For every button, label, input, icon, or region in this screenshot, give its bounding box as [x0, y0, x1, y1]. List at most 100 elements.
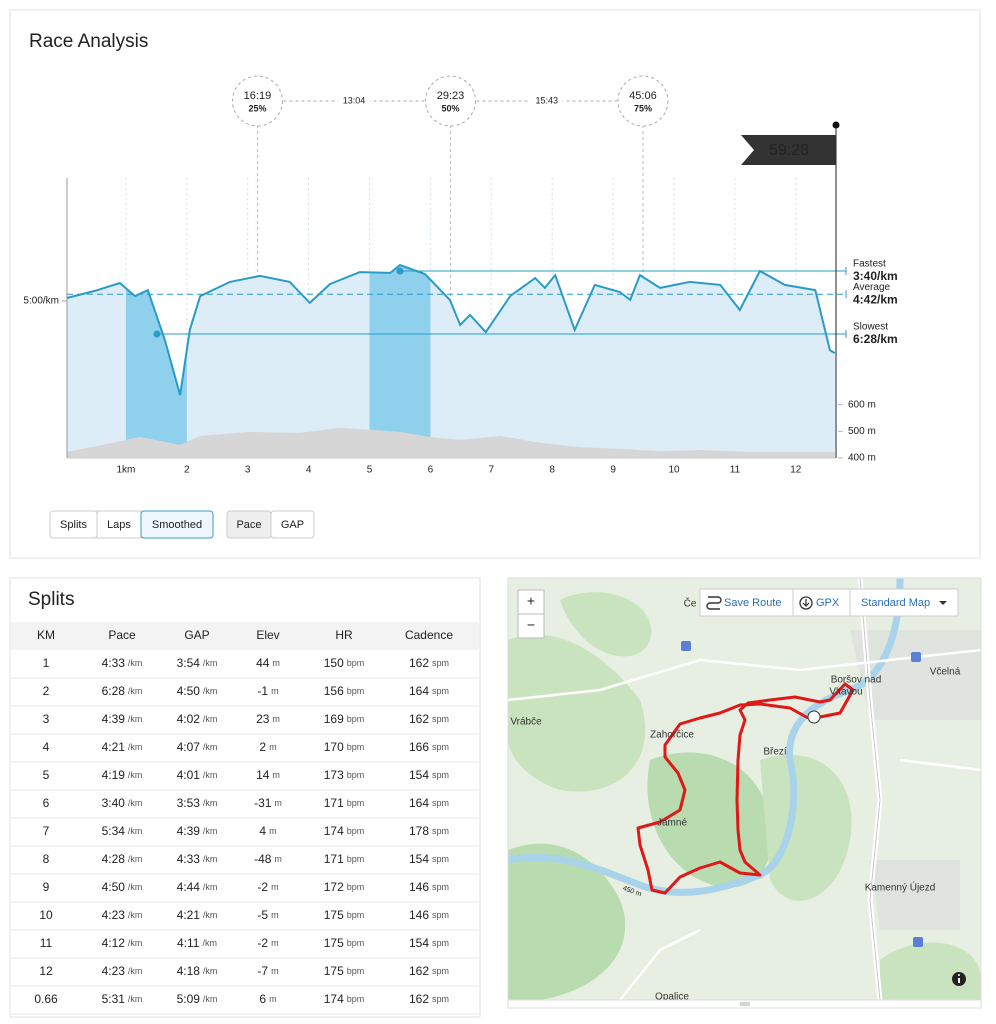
table-cell: 162 spm: [409, 964, 449, 978]
cell-unit: m: [271, 686, 279, 696]
cell-value: 162: [409, 992, 429, 1006]
button-label[interactable]: GAP: [281, 519, 304, 531]
marker-circle: [231, 75, 283, 127]
table-cell: -31 m: [254, 796, 282, 810]
layer-select[interactable]: Standard Map: [861, 597, 947, 609]
place-label: Včelná: [930, 667, 961, 678]
cell-unit: /km: [128, 882, 143, 892]
x-tick-label: 2: [184, 465, 190, 476]
highlight-band: [369, 265, 431, 458]
cell-unit: /km: [203, 658, 218, 668]
gap-button[interactable]: GAP: [270, 510, 315, 539]
cell-value: 171: [324, 796, 344, 810]
cell-value: 4: [43, 740, 50, 754]
cell-unit: bpm: [347, 714, 365, 724]
marker-time: 16:19: [244, 90, 272, 102]
cell-unit: /km: [128, 826, 143, 836]
zoom-in[interactable]: +: [527, 593, 535, 609]
cell-unit: spm: [432, 994, 449, 1004]
cell-unit: /km: [128, 714, 143, 724]
cell-unit: /km: [202, 938, 217, 948]
cell-unit: m: [271, 966, 279, 976]
table-cell: 146 spm: [409, 908, 449, 922]
table-cell: 5: [43, 768, 50, 782]
button-label[interactable]: Pace: [236, 519, 261, 531]
cell-value: 178: [409, 824, 429, 838]
info-button[interactable]: [952, 972, 966, 986]
place-label: Kamenný Újezd: [865, 881, 936, 894]
gpx-button[interactable]: GPX: [799, 596, 840, 610]
table-cell: 7: [43, 824, 50, 838]
cell-value: 5: [43, 768, 50, 782]
x-tick-label: 12: [790, 465, 802, 476]
table-cell: 4:50/km: [102, 880, 143, 894]
button-label[interactable]: Save Route: [724, 597, 781, 609]
cell-unit: spm: [432, 882, 449, 892]
chart: 1km 2 3 4 5 6 7 8 9 10 11 12 5:00/km 400 m 500 m 600 m F…: [23, 75, 898, 476]
place-label: Březí: [763, 747, 787, 758]
cell-unit: /km: [128, 938, 143, 948]
cell-value: 2: [259, 740, 266, 754]
cell-value: 175: [324, 936, 344, 950]
zoom-out[interactable]: −: [527, 617, 535, 633]
x-tick-label: 8: [549, 465, 555, 476]
cell-unit: /km: [203, 966, 218, 976]
cell-value: 4:02: [177, 712, 201, 726]
save-route-button[interactable]: Save Route: [706, 596, 781, 610]
cell-value: 162: [409, 964, 429, 978]
cell-value: 1: [43, 656, 50, 670]
cell-value: -48: [254, 852, 272, 866]
cell-value: -2: [257, 880, 268, 894]
table-cell: 6:28/km: [102, 684, 143, 698]
cell-unit: bpm: [347, 854, 365, 864]
table-cell: 3:54/km: [177, 656, 218, 670]
cell-unit: /km: [203, 994, 218, 1004]
finish-time: 59:28: [769, 142, 809, 159]
table-cell: 11: [40, 936, 53, 950]
place-label: Vrábče: [510, 717, 542, 728]
cell-unit: spm: [432, 714, 449, 724]
table-cell: 171 bpm: [324, 852, 365, 866]
cell-unit: spm: [432, 742, 449, 752]
zoom-in-button[interactable]: +: [517, 589, 545, 615]
cell-value: 44: [256, 656, 270, 670]
table-cell: 4:11/km: [177, 936, 217, 950]
map-resize-bar[interactable]: [507, 999, 982, 1009]
cell-unit: bpm: [347, 770, 365, 780]
x-tick-label: 4: [306, 465, 312, 476]
pace-button[interactable]: Pace: [226, 510, 272, 539]
button-label[interactable]: GPX: [816, 597, 840, 609]
table-cell: 4:44/km: [177, 880, 218, 894]
cell-unit: /km: [128, 658, 143, 668]
cell-value: 4:39: [102, 712, 126, 726]
marker-percent: 25%: [248, 103, 266, 113]
cell-unit: m: [272, 658, 280, 668]
table-cell: 4:12/km: [102, 936, 143, 950]
x-tick-label: 1km: [116, 465, 135, 476]
button-label[interactable]: Splits: [60, 519, 87, 531]
cell-value: 146: [409, 908, 429, 922]
cell-unit: m: [272, 714, 280, 724]
laps-button[interactable]: Laps: [96, 510, 142, 539]
button-label[interactable]: Smoothed: [152, 519, 202, 531]
interval-bg: [530, 94, 563, 108]
table-cell: 164 spm: [409, 796, 449, 810]
cell-unit: m: [269, 826, 277, 836]
resize-handle: [740, 1002, 750, 1006]
table-cell: 3:40/km: [102, 796, 143, 810]
cell-value: 166: [409, 740, 429, 754]
splits-button[interactable]: Splits: [49, 510, 98, 539]
cell-value: 4:28: [102, 852, 126, 866]
table-cell: 169 bpm: [324, 712, 365, 726]
zoom-out-button[interactable]: −: [517, 613, 545, 639]
button-label[interactable]: Standard Map: [861, 597, 930, 609]
smoothed-button[interactable]: Smoothed: [140, 510, 214, 539]
interval-bg: [337, 94, 370, 108]
table-cell: 4:23/km: [102, 908, 143, 922]
cell-unit: spm: [432, 854, 449, 864]
button-label[interactable]: Laps: [107, 519, 131, 531]
table-cell: 4:02/km: [177, 712, 218, 726]
cell-unit: /km: [128, 798, 143, 808]
pace-area: [66, 265, 835, 458]
finish-dot: [832, 121, 840, 129]
